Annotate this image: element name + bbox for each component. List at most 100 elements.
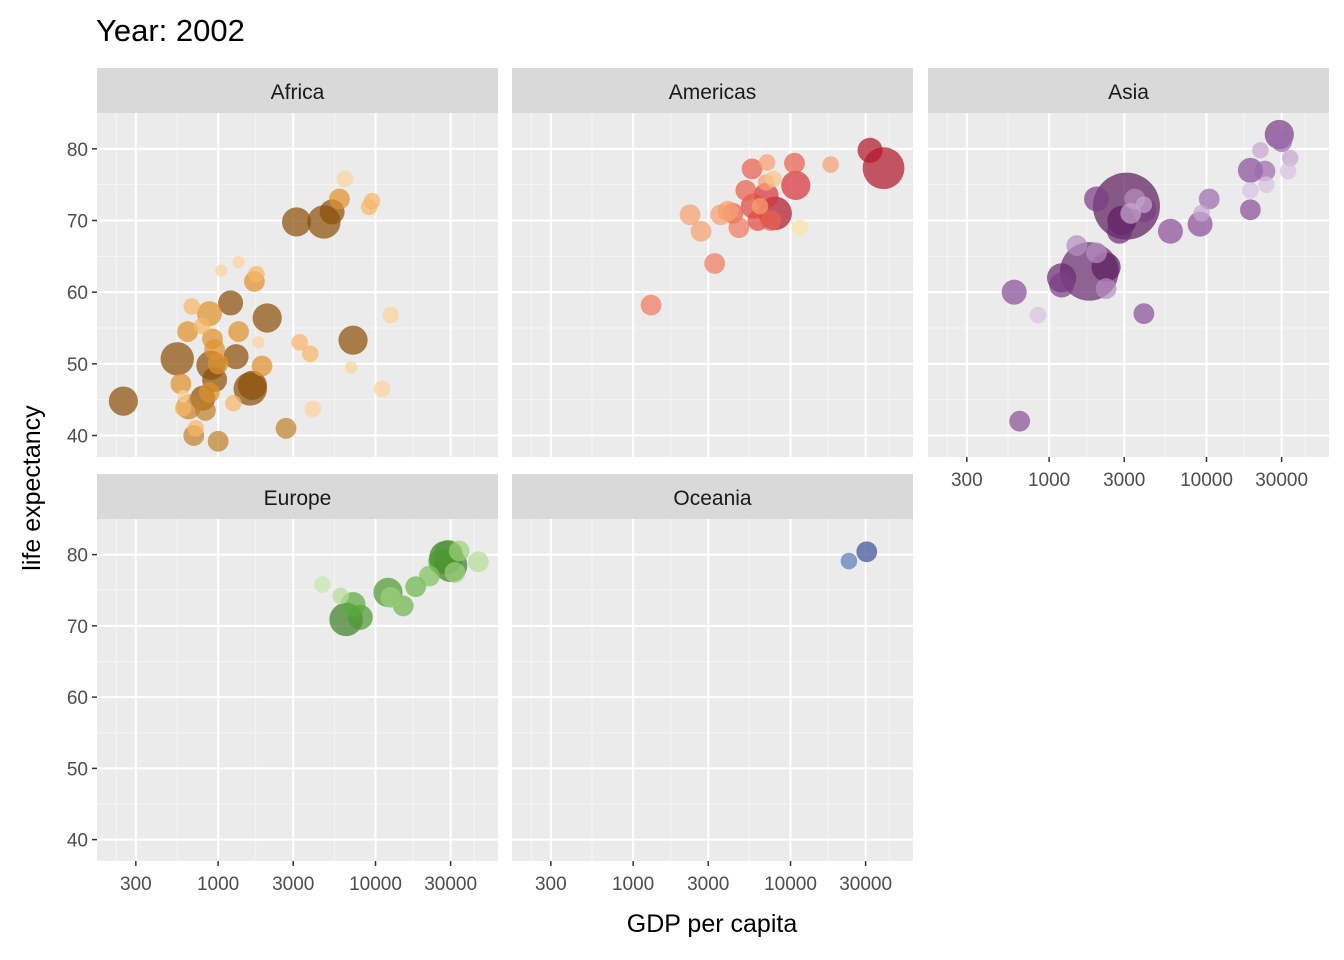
data-point [1107,218,1133,244]
data-point [228,321,250,342]
data-point [177,321,199,342]
data-point [1271,131,1293,153]
data-point [1084,186,1110,212]
strip-label: Africa [271,81,325,104]
data-point [291,334,309,351]
strip-background [512,68,913,113]
data-point [160,342,194,376]
y-tick-label: 50 [67,355,88,376]
x-tick-label: 300 [535,874,567,895]
data-point [207,430,229,452]
strip-label: Oceania [673,487,752,510]
x-tick-label: 1000 [197,874,239,895]
data-point [218,290,244,316]
data-point [194,400,216,421]
data-point [1252,141,1269,159]
data-point [1242,182,1259,199]
data-point [304,400,322,418]
data-point [248,265,265,283]
data-point [183,298,201,315]
y-tick-label: 60 [67,688,88,709]
strip-background [97,474,498,519]
data-point [1066,235,1088,256]
data-point [751,197,769,215]
data-point [382,306,400,324]
data-point [232,255,245,269]
data-point [856,541,878,563]
data-point [741,158,763,180]
x-tick-label: 1000 [1028,470,1070,491]
data-point [207,353,229,375]
data-point [444,562,466,583]
data-point [1135,196,1153,214]
data-point [380,586,402,608]
data-point [336,170,354,188]
data-point [329,188,350,210]
x-tick-label: 30000 [839,874,892,895]
y-tick-label: 50 [67,759,88,780]
y-tick-label: 60 [67,283,88,304]
panel-oceania: Oceania 300 1000 3000 10000 30000 [512,474,913,895]
y-tick-label: 40 [67,831,88,852]
data-point [857,137,883,163]
data-point [1095,278,1117,299]
chart-title: Year: 2002 [96,13,245,48]
data-point [784,152,805,174]
data-point [338,325,368,355]
panel-africa: Africa 40 50 60 70 80 [67,68,498,457]
data-point [281,207,312,237]
x-tick-label: 10000 [349,874,402,895]
data-point [215,264,228,277]
panel-background [97,113,498,457]
data-point [1281,149,1299,167]
data-point [360,198,378,216]
data-point [1193,205,1210,222]
x-tick-label: 300 [120,874,152,895]
data-point [174,399,192,417]
data-point [1133,303,1155,325]
data-point [840,552,858,570]
y-tick-label: 70 [67,212,88,233]
data-point [679,204,701,226]
panel-asia: Asia 300 1000 3000 10000 30000 [928,68,1329,491]
data-point [1086,242,1107,264]
x-tick-label: 10000 [764,874,817,895]
panel-background [512,113,913,457]
strip-label: Asia [1108,81,1149,104]
x-tick-label: 3000 [1103,470,1145,491]
data-point [728,217,750,239]
data-point [223,344,249,370]
data-point [237,370,267,400]
panel-europe: Europe 40 50 60 70 80 300 1000 3000 10000 30000 [67,474,498,895]
data-point [1001,279,1027,305]
y-tick-label: 80 [67,140,88,161]
y-tick-label: 80 [67,546,88,567]
data-point [198,382,220,403]
data-point [760,210,782,231]
data-point [251,355,273,377]
data-point [252,336,265,349]
data-point [1258,176,1275,193]
x-tick-label: 10000 [1180,470,1233,491]
x-axis-title: GDP per capita [627,910,798,938]
data-point [275,417,297,439]
x-tick-label: 300 [951,470,983,491]
data-point [1157,218,1183,244]
data-point [640,294,662,316]
x-tick-label: 30000 [1255,470,1308,491]
data-point [225,394,242,412]
data-point [1120,202,1142,224]
strip-label: Europe [264,487,332,510]
data-point [765,170,782,188]
data-point [187,420,204,437]
y-axis-title: life expectancy [18,405,46,571]
data-point [717,200,739,222]
data-point [202,328,223,350]
data-point [193,317,211,335]
panel-americas: Americas [512,68,913,457]
data-point [1198,188,1220,210]
data-point [781,170,811,200]
data-point [344,361,358,374]
data-point [735,180,757,201]
